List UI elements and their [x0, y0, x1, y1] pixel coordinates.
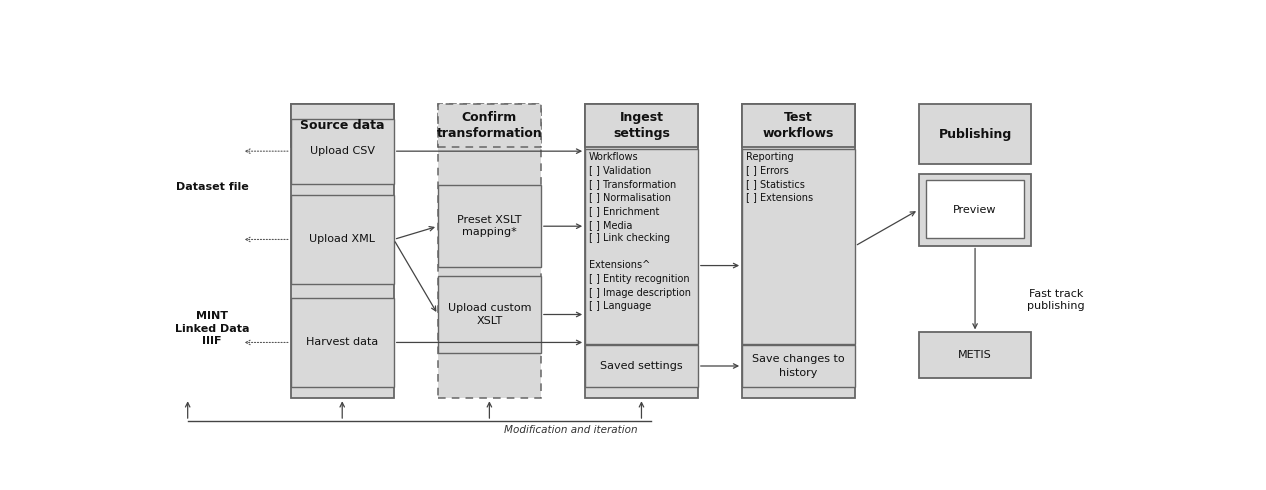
Text: Source data: Source data: [300, 119, 385, 132]
Text: Save changes to
history: Save changes to history: [752, 354, 844, 378]
Text: Preview: Preview: [953, 205, 996, 215]
Text: Modification and iteration: Modification and iteration: [504, 425, 637, 436]
Bar: [742, 345, 855, 387]
Text: Ingest
settings: Ingest settings: [613, 111, 670, 140]
Text: Upload custom
XSLT: Upload custom XSLT: [448, 303, 532, 326]
Bar: [742, 104, 855, 147]
Text: Workflows
[ ] Validation
[ ] Transformation
[ ] Normalisation
[ ] Enrichment
[ ]: Workflows [ ] Validation [ ] Transformat…: [589, 151, 691, 311]
Text: MINT
Linked Data
IIIF: MINT Linked Data IIIF: [175, 311, 249, 346]
Text: Publishing: Publishing: [938, 128, 1012, 141]
Bar: [438, 276, 541, 353]
Bar: [742, 104, 855, 398]
Bar: [438, 185, 541, 268]
Bar: [438, 104, 541, 147]
Bar: [919, 104, 1032, 165]
Bar: [742, 148, 855, 343]
Text: Confirm
transformation: Confirm transformation: [437, 111, 542, 140]
Bar: [438, 104, 541, 398]
Bar: [291, 196, 394, 284]
Text: Saved settings: Saved settings: [600, 361, 682, 371]
Bar: [291, 104, 394, 398]
Bar: [291, 298, 394, 387]
Bar: [291, 119, 394, 184]
Bar: [585, 345, 698, 387]
Bar: [585, 148, 698, 343]
Bar: [585, 104, 698, 147]
Bar: [585, 104, 698, 398]
Bar: [919, 174, 1032, 245]
Bar: [291, 104, 394, 147]
Text: Preset XSLT
mapping*: Preset XSLT mapping*: [457, 215, 522, 238]
Text: Harvest data: Harvest data: [306, 338, 379, 347]
Bar: [927, 179, 1024, 238]
Text: Dataset file: Dataset file: [176, 182, 248, 192]
Text: METIS: METIS: [958, 350, 993, 360]
Text: Upload CSV: Upload CSV: [310, 146, 375, 156]
Text: Test
workflows: Test workflows: [762, 111, 834, 140]
Text: Fast track
publishing: Fast track publishing: [1027, 289, 1085, 312]
Text: Reporting
[ ] Errors
[ ] Statistics
[ ] Extensions: Reporting [ ] Errors [ ] Statistics [ ] …: [746, 151, 813, 202]
Bar: [919, 332, 1032, 378]
Text: Upload XML: Upload XML: [309, 234, 375, 245]
